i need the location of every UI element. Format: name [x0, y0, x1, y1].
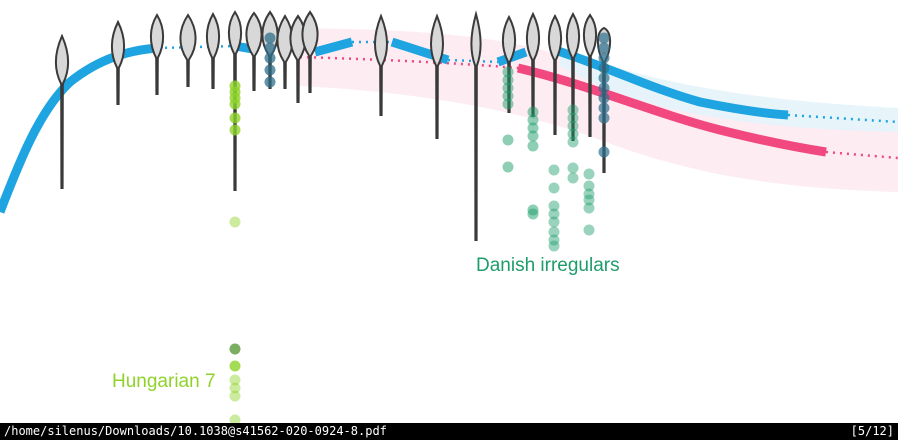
blue-dash-b	[313, 37, 354, 57]
data-dot	[598, 82, 610, 94]
blue-dotted-trend-c	[447, 58, 499, 64]
data-dot	[598, 42, 610, 54]
data-dot	[264, 32, 276, 44]
data-dot	[527, 122, 539, 134]
data-dot	[548, 164, 560, 176]
data-dot	[567, 120, 579, 132]
page-indicator: [5/12]	[850, 424, 894, 438]
violin-shape	[110, 19, 126, 105]
file-path: /home/silenus/Downloads/10.1038@s41562-0…	[4, 424, 387, 438]
data-dot	[567, 112, 579, 124]
data-dot	[598, 146, 610, 158]
pink-dotted-trend	[299, 55, 519, 70]
violin-shape	[429, 13, 445, 139]
data-dot	[548, 200, 560, 212]
data-dot	[598, 32, 610, 44]
blue-confidence-band	[560, 48, 898, 132]
data-dot	[229, 112, 241, 124]
violin-shape	[501, 14, 517, 113]
data-dot	[229, 360, 241, 372]
violin-shape	[582, 13, 598, 137]
blue-solid-trend-start	[0, 43, 159, 214]
data-dot	[548, 208, 560, 220]
data-dot	[527, 106, 539, 118]
data-dot	[567, 136, 579, 148]
data-dot	[598, 92, 610, 104]
violin-shape	[547, 13, 563, 135]
violin-shape	[54, 33, 70, 189]
data-dot	[548, 234, 560, 246]
data-dot	[229, 124, 241, 136]
data-dot	[583, 188, 595, 200]
blue-dotted-trend-a	[157, 44, 236, 50]
blue-dotted-tail	[787, 113, 898, 124]
data-dot	[502, 161, 514, 173]
data-dot	[502, 98, 514, 110]
violin-shape	[301, 10, 319, 93]
data-dot	[229, 98, 241, 110]
pink-dotted-tail	[825, 150, 898, 160]
data-dot	[527, 130, 539, 142]
danish-irregulars-label: Danish irregulars	[476, 255, 620, 276]
data-dot	[598, 102, 610, 114]
violin-shape	[149, 13, 165, 95]
violin-shape	[565, 11, 581, 141]
status-bar: /home/silenus/Downloads/10.1038@s41562-0…	[0, 423, 898, 440]
violin-shape	[373, 13, 389, 116]
data-dot	[229, 382, 241, 394]
blue-solid-trend-end	[553, 45, 789, 120]
data-dot	[567, 172, 579, 184]
data-dot	[502, 90, 514, 102]
data-dot	[583, 224, 595, 236]
violin-shape	[205, 11, 221, 89]
data-dot	[502, 74, 514, 86]
data-dot	[583, 202, 595, 214]
data-dot	[583, 194, 595, 206]
data-dot	[229, 374, 241, 386]
data-dot	[567, 104, 579, 116]
data-dot	[598, 72, 610, 84]
data-dot	[229, 390, 241, 402]
document-viewport[interactable]: Danish irregulars Hungarian 7	[0, 0, 898, 423]
data-dot	[548, 226, 560, 238]
dot-group	[229, 32, 610, 423]
data-dot	[548, 216, 560, 228]
data-dot	[264, 52, 276, 64]
data-dot	[583, 180, 595, 192]
data-dot	[264, 42, 276, 54]
data-dot	[229, 414, 241, 423]
data-dot	[548, 182, 560, 194]
violin-shape	[470, 10, 482, 241]
violin-shape	[245, 11, 263, 91]
data-dot	[229, 343, 241, 355]
data-dot	[502, 134, 514, 146]
data-dot	[598, 112, 610, 124]
data-dot	[567, 128, 579, 140]
data-dot	[502, 66, 514, 78]
violin-shape	[276, 14, 294, 89]
data-dot	[527, 208, 539, 220]
data-dot	[229, 216, 241, 228]
hungarian-7-label: Hungarian 7	[112, 371, 216, 392]
data-dot	[264, 76, 276, 88]
data-dot	[527, 140, 539, 152]
data-dot	[583, 168, 595, 180]
data-dot	[567, 162, 579, 174]
data-dot	[264, 64, 276, 76]
data-dot	[598, 52, 610, 64]
violin-shape	[179, 13, 197, 87]
data-dot	[502, 82, 514, 94]
data-dot	[527, 114, 539, 126]
data-dot	[548, 240, 560, 252]
figure-plot	[0, 10, 898, 423]
data-dot	[598, 62, 610, 74]
